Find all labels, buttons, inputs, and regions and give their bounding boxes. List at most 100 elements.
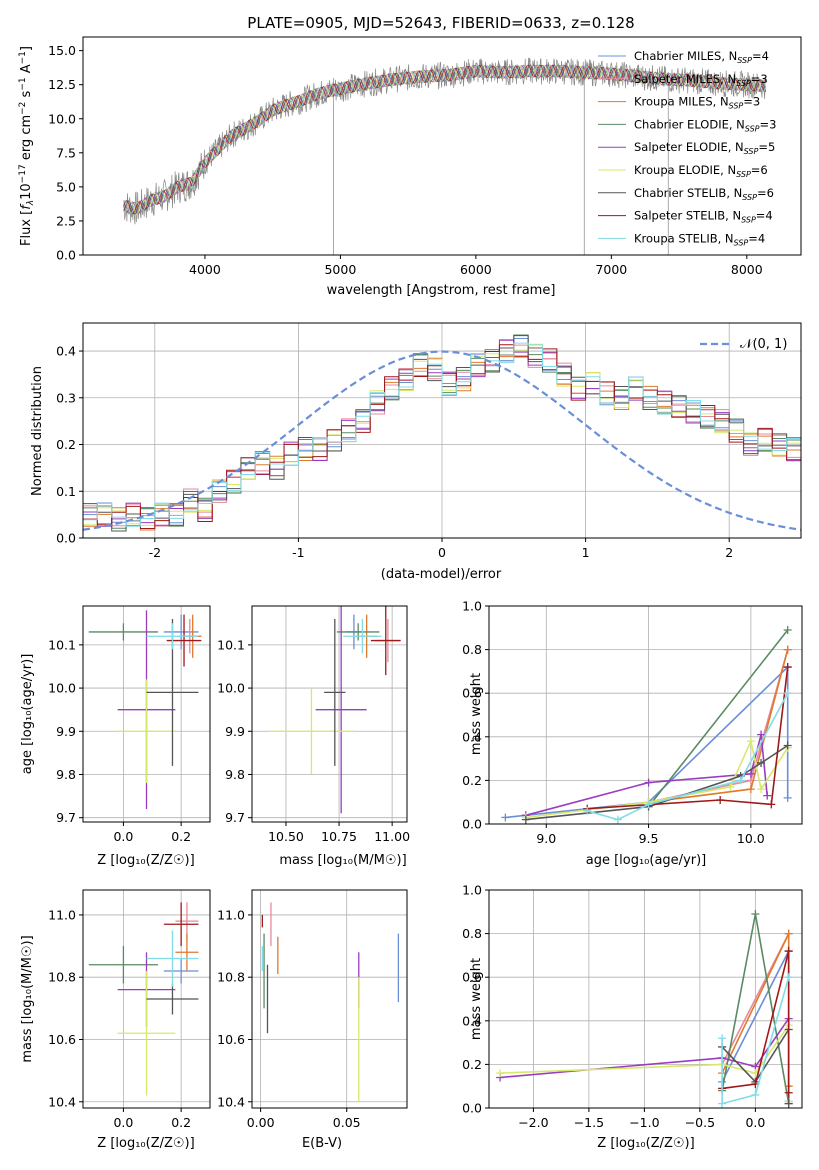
legend-label: Salpeter ELODIE, NSSP=5 — [634, 140, 775, 156]
y-tick-label: 5.0 — [56, 179, 76, 194]
y-tick-label: 11.0 — [48, 907, 76, 922]
weight-series-line — [505, 665, 789, 819]
x-tick-label: −0.5 — [685, 1115, 715, 1130]
age-z-xlabel: Z [log₁₀(Z/Z☉)] — [97, 853, 194, 868]
weight-series-line — [525, 738, 789, 819]
legend-label-sub: SSP — [745, 124, 760, 133]
weight-point — [718, 1034, 727, 1043]
weight-age-xlabel: age [log₁₀(age/yr)] — [586, 853, 707, 868]
weight-series-line — [587, 666, 789, 810]
plot-content — [501, 625, 792, 824]
model-spectrum-line — [123, 64, 766, 215]
panel-3: 0.0 0.2 9.7 9.8 9.9 10.0 10.1 — [48, 605, 211, 844]
spectrum-ylabel-part: A — [19, 64, 34, 77]
y-tick-label: 0.3 — [56, 390, 76, 405]
spectrum-xlabel: wavelength [Angstrom, rest frame] — [327, 283, 556, 298]
legend-label: Chabrier MILES, NSSP=4 — [634, 49, 769, 65]
plot-content — [88, 610, 202, 810]
y-tick-label: 9.8 — [225, 767, 245, 782]
x-tick-label: 0.0 — [113, 1115, 133, 1130]
y-tick-label: 1.0 — [462, 883, 482, 898]
x-tick-label: 7000 — [595, 262, 627, 277]
y-tick-label: 10.1 — [217, 637, 245, 652]
spectrum-ylabel-part: erg cm — [19, 115, 34, 164]
y-tick-label: 15.0 — [48, 43, 76, 58]
weight-point — [746, 785, 755, 794]
plot-layer: 4000 5000 6000 7000 80000.02.55.07.510.012.5… — [48, 36, 803, 1130]
weight-point — [784, 1088, 793, 1097]
age-mass-xlabel: mass [log₁₀(M/M☉)] — [279, 853, 406, 868]
legend-label-tail: =4 — [752, 49, 769, 63]
x-tick-label: 0.00 — [247, 1115, 275, 1130]
weight-z-xlabel: Z [log₁₀(Z/Z☉)] — [597, 1136, 694, 1151]
weight-point — [583, 806, 592, 815]
age-z-ylabel: age [log₁₀(age/yr)] — [20, 654, 35, 775]
legend-label-text: Salpeter ELODIE, N — [634, 140, 744, 154]
weight-point — [763, 791, 772, 800]
residual-ylabel: Normed distribution — [30, 366, 45, 496]
axes-frame — [82, 889, 211, 1109]
x-tick-label: 5000 — [324, 262, 356, 277]
y-tick-label: 10.1 — [48, 637, 76, 652]
legend-label-tail: =4 — [748, 231, 765, 245]
legend-label-sub: SSP — [742, 193, 757, 202]
weight-point — [726, 782, 735, 791]
weight-series-line — [647, 629, 789, 808]
x-tick-label: 10.75 — [321, 829, 357, 844]
panel-5: 9.0 9.5 10.0 0.0 0.2 0.4 0.6 0.8 1.0 — [462, 599, 803, 846]
x-tick-label: −1.0 — [629, 1115, 659, 1130]
weight-point — [757, 758, 766, 767]
x-tick-label: 0.2 — [171, 829, 191, 844]
plot-content — [268, 606, 401, 814]
histogram-series — [83, 347, 801, 538]
legend-label: Chabrier STELIB, NSSP=6 — [634, 186, 774, 202]
weight-point — [751, 909, 760, 918]
histogram-series — [83, 338, 801, 538]
weight-point — [783, 741, 792, 750]
spectrum-ylabel-part: Flux [ — [19, 210, 34, 246]
weight-point — [784, 973, 793, 982]
weight-point — [783, 625, 792, 634]
axes-frame — [488, 889, 803, 1109]
legend-label-sub: SSP — [744, 147, 759, 156]
mass-z-ylabel: mass [log₁₀(M/M☉)] — [20, 935, 35, 1062]
mass-z-xlabel: Z [log₁₀(Z/Z☉)] — [97, 1136, 194, 1151]
histogram-series — [83, 344, 801, 538]
x-tick-label: 6000 — [460, 262, 492, 277]
y-tick-label: 10.4 — [48, 1094, 76, 1109]
spectrum-ylabel-exp: −2 — [18, 102, 28, 115]
weight-point — [783, 689, 792, 698]
x-tick-label: 0.05 — [333, 1115, 361, 1130]
plot-content — [261, 902, 400, 1102]
legend-label-tail: =6 — [751, 163, 768, 177]
axes-frame — [251, 889, 408, 1109]
y-tick-label: 0.1 — [56, 484, 76, 499]
panel-8: −2.0 −1.5 −1.0 −0.5 0.0 0.0 0.2 0.4 0.6 0.8 1.0 — [462, 883, 803, 1130]
y-tick-label: 9.9 — [56, 724, 76, 739]
mass-ebv-xlabel: E(B-V) — [302, 1136, 342, 1151]
weight-point — [757, 785, 766, 794]
model-spectrum-line — [123, 64, 767, 215]
x-tick-label: 4000 — [189, 262, 221, 277]
legend-label-text: Kroupa ELODIE, N — [634, 163, 736, 177]
weight-series-line — [500, 1018, 790, 1079]
legend-label: Chabrier ELODIE, NSSP=3 — [634, 117, 776, 133]
y-tick-label: 10.6 — [48, 1032, 76, 1047]
y-tick-label: 0.0 — [56, 531, 76, 546]
weight-z-ylabel: mass weight — [469, 958, 484, 1040]
weight-point — [757, 730, 766, 739]
weight-point — [496, 1069, 505, 1078]
x-tick-label: -1 — [292, 545, 304, 560]
weight-series-line — [721, 950, 790, 1093]
gaussian-curve — [83, 350, 801, 531]
panel-6: 0.0 0.2 10.4 10.6 10.8 11.0 — [48, 889, 211, 1130]
y-tick-label: 0.0 — [462, 817, 482, 832]
weight-point — [783, 645, 792, 654]
y-tick-label: 10.8 — [217, 970, 245, 985]
weight-point — [767, 800, 776, 809]
spectrum-ylabel: Flux [fλ10−17 erg cm−2 s−1 A−1] — [18, 46, 36, 246]
y-tick-label: 9.9 — [225, 724, 245, 739]
y-tick-label: 10.0 — [48, 681, 76, 696]
residual-xlabel: (data-model)/error — [381, 567, 502, 582]
